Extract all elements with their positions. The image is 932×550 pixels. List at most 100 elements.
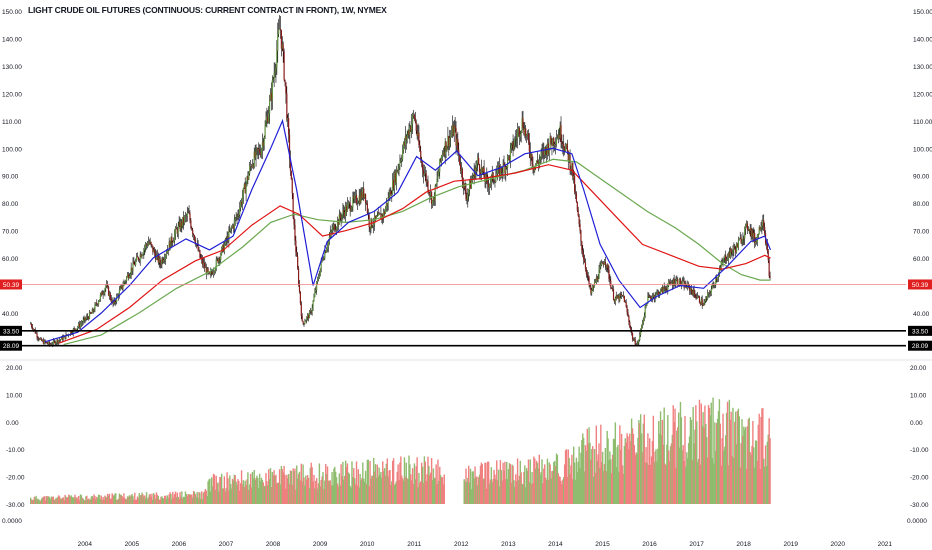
candle-body: [754, 241, 757, 244]
candle-body: [186, 212, 188, 217]
volume-bar: [611, 473, 613, 504]
candle-body: [319, 268, 321, 276]
candle-body: [713, 284, 715, 286]
candle-body: [412, 114, 415, 116]
candle-body: [155, 254, 158, 260]
volume-bar: [553, 462, 555, 504]
candle-body: [585, 268, 587, 275]
volume-bar: [235, 481, 237, 504]
candle-body: [450, 133, 453, 136]
volume-bar: [465, 468, 467, 504]
candle-body: [523, 127, 525, 135]
volume-bar: [304, 485, 306, 504]
volume-bar: [242, 480, 245, 504]
candle-body: [245, 183, 247, 194]
candle-body: [61, 336, 63, 340]
volume-bar: [354, 484, 357, 504]
volume-bar: [102, 496, 104, 504]
volume-bar: [380, 471, 382, 504]
volume-bar: [172, 491, 174, 504]
volume-bar: [230, 483, 232, 504]
candle-body: [361, 192, 363, 198]
volume-bar: [134, 499, 137, 504]
candle-body: [193, 235, 196, 241]
volume-bar: [544, 464, 546, 504]
candle-body: [184, 215, 187, 217]
candle-body: [349, 202, 351, 211]
candle-body: [270, 92, 273, 101]
candle-body: [335, 227, 338, 230]
volume-bar: [306, 475, 309, 504]
candle-body: [39, 339, 41, 340]
volume-bar: [497, 469, 500, 504]
volume-bar: [151, 493, 153, 504]
candle-body: [75, 329, 77, 331]
candle-body: [583, 259, 586, 263]
volume-bar: [154, 498, 157, 504]
candle-body: [69, 331, 72, 335]
candle-body: [86, 316, 88, 319]
x-tick: 2016: [642, 541, 657, 548]
volume-bar: [170, 493, 172, 504]
volume-bar: [393, 485, 396, 504]
volume-bar: [331, 472, 333, 504]
volume-bar: [514, 486, 516, 504]
volume-bar: [625, 442, 627, 504]
candle-body: [173, 240, 175, 243]
candle-body: [369, 226, 371, 230]
volume-bar: [639, 423, 641, 504]
candle-body: [197, 243, 199, 251]
candle-body: [198, 250, 200, 251]
candle-body: [292, 193, 294, 218]
volume-bar: [225, 488, 227, 504]
candle-body: [179, 221, 181, 230]
volume-bar: [651, 441, 654, 504]
candle-body: [482, 167, 484, 172]
volume-bar: [494, 474, 496, 504]
candle-body: [253, 151, 255, 167]
candle-body: [663, 286, 665, 289]
volume-bar: [40, 498, 43, 504]
volume-bar: [264, 486, 266, 504]
candle-body: [682, 280, 684, 282]
volume-bar: [671, 434, 674, 504]
volume-bar: [77, 498, 79, 504]
y-tick-right: 140.00: [913, 36, 932, 43]
candle-body: [753, 233, 755, 238]
y-tick-left: 150.00: [2, 9, 22, 16]
candle-body: [216, 258, 218, 260]
candle-body: [759, 227, 761, 231]
volume-bar: [55, 497, 57, 504]
volume-bar: [532, 483, 534, 504]
volume-bar: [526, 470, 529, 504]
volume-bar: [689, 417, 692, 504]
candle-body: [97, 301, 100, 305]
candle-body: [157, 254, 159, 263]
volume-bar: [53, 499, 55, 504]
volume-bar: [249, 484, 251, 504]
volume-bar: [386, 458, 388, 504]
candle-body: [73, 328, 75, 330]
volume-bar: [417, 487, 419, 504]
volume-bar: [320, 480, 322, 504]
candle-body: [387, 197, 389, 206]
candle-body: [148, 242, 150, 244]
y-tick-right: 80.00: [913, 201, 930, 208]
volume-bar: [237, 479, 239, 504]
volume-bar: [491, 482, 493, 504]
volume-bar: [171, 499, 173, 504]
candle-body: [354, 194, 357, 196]
volume-bar: [486, 488, 488, 504]
vol-y-tick-right: -20.00: [910, 475, 929, 482]
candle-body: [110, 298, 112, 303]
y-tick-right: 150.00: [913, 9, 932, 16]
candle-body: [332, 226, 334, 231]
volume-bar: [657, 448, 659, 504]
candle-body: [432, 197, 435, 201]
candle-body: [202, 258, 204, 265]
candle-body: [213, 271, 216, 272]
candle-body: [434, 185, 436, 202]
candle-body: [570, 168, 572, 170]
candle-body: [608, 269, 610, 280]
candle-body: [709, 293, 711, 295]
